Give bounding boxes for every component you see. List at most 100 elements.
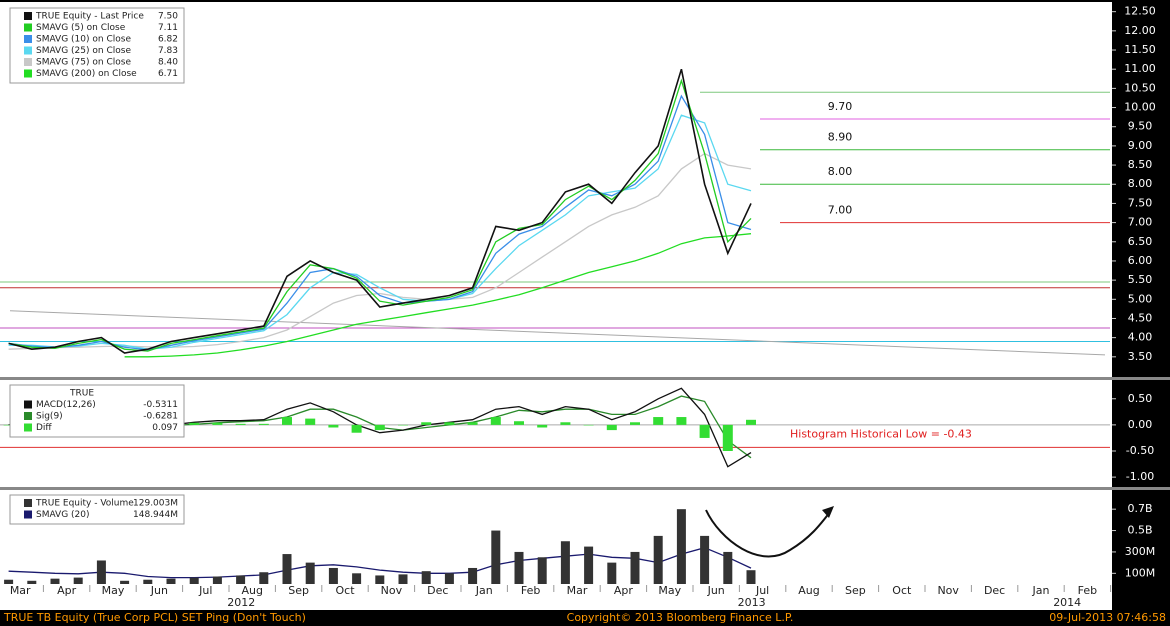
x-tick-label: Apr (57, 584, 77, 597)
legend-swatch (24, 412, 32, 420)
legend-swatch (24, 46, 32, 55)
x-tick-label: Mar (10, 584, 31, 597)
x-tick-label: Nov (937, 584, 959, 597)
bar (282, 417, 292, 425)
y-tick-label: -0.50 (1126, 444, 1154, 457)
bar (27, 580, 37, 584)
legend-name: SMAVG (75) on Close (36, 58, 131, 68)
y-tick-label: 3.50 (1128, 350, 1153, 363)
bar (259, 572, 269, 584)
bar (236, 575, 246, 584)
legend-value: -0.6281 (143, 412, 178, 422)
legend-value: 7.83 (158, 46, 178, 56)
level-label: 9.70 (828, 100, 853, 113)
bar (96, 560, 106, 584)
legend-name: MACD(12,26) (36, 400, 96, 410)
legend-name: SMAVG (25) on Close (36, 46, 131, 56)
level-label: 8.90 (828, 131, 853, 144)
x-tick-label: Jun (150, 584, 168, 597)
x-tick-label: May (658, 584, 681, 597)
x-tick-label: Apr (614, 584, 634, 597)
series-line (8, 68, 752, 354)
x-tick-label: Oct (892, 584, 912, 597)
bar (514, 551, 524, 584)
bar (258, 423, 269, 425)
bar (676, 417, 687, 425)
bar (467, 422, 478, 425)
bar (189, 422, 200, 425)
x-tick-label: Jul (755, 584, 769, 597)
y-tick-label: 6.50 (1128, 235, 1153, 248)
series-line (8, 114, 752, 350)
bar (653, 417, 664, 425)
legend-name: Sig(9) (36, 412, 63, 422)
y-tick-label: 6.00 (1128, 254, 1153, 267)
bar (328, 424, 339, 428)
volume-panel (0, 490, 1112, 585)
x-tick-label: Jan (475, 584, 493, 597)
legend-value: 6.71 (158, 69, 178, 79)
x-tick-label: Jul (198, 584, 212, 597)
price-panel (0, 2, 1112, 377)
level-label: 7.00 (828, 204, 853, 217)
bar (374, 424, 385, 431)
legend-swatch (24, 23, 32, 32)
bar (4, 579, 14, 584)
bar (444, 422, 455, 425)
y-tick-label: 12.00 (1124, 24, 1156, 37)
bar (491, 530, 501, 584)
bar (212, 422, 223, 425)
macd-panel (0, 380, 1112, 487)
bar (282, 554, 292, 584)
annotation-arrow (705, 509, 831, 558)
bar (120, 580, 130, 584)
legend-name: TRUE Equity - Volume (35, 499, 134, 509)
separator (0, 377, 1170, 380)
bar (653, 535, 663, 584)
bar (676, 509, 686, 584)
y-tick-label: 7.50 (1128, 196, 1153, 209)
y-tick-label: 0.50 (1128, 392, 1153, 405)
y-tick-label: 5.50 (1128, 273, 1153, 286)
legend-value: 0.097 (152, 423, 178, 433)
legend-title: TRUE (69, 389, 94, 399)
bar (398, 424, 408, 426)
y-tick-label: 8.50 (1128, 158, 1153, 171)
x-tick-label: Dec (984, 584, 1005, 597)
bar (421, 422, 432, 425)
y-tick-label: 12.50 (1124, 5, 1156, 18)
footer-left: TRUE TB Equity (True Corp PCL) SET Ping … (3, 611, 306, 624)
legend-swatch (24, 69, 32, 78)
y-tick-label: 4.00 (1128, 331, 1153, 344)
bar (699, 424, 710, 438)
bar (328, 567, 338, 584)
bar (514, 421, 524, 425)
bar (537, 557, 547, 584)
y-tick-label: 0.5B (1127, 524, 1152, 537)
x-tick-label: Jun (707, 584, 725, 597)
y-tick-label: 9.50 (1128, 120, 1153, 133)
x-tick-label: Feb (1078, 584, 1097, 597)
legend-swatch (24, 510, 32, 519)
footer-right: 09-Jul-2013 07:46:58 (1049, 611, 1166, 624)
bar (700, 535, 710, 584)
bar (746, 419, 756, 425)
x-tick-label: Aug (241, 584, 262, 597)
legend-swatch (24, 499, 32, 507)
series-line (8, 78, 752, 352)
legend-value: 129.003M (133, 499, 178, 509)
legend-swatch (24, 12, 32, 20)
legend-value: 7.50 (158, 12, 178, 22)
x-axis-band (0, 585, 1112, 610)
bar (444, 573, 454, 584)
bar (212, 576, 222, 584)
series-line (124, 233, 752, 358)
x-tick-label: Oct (335, 584, 355, 597)
separator (0, 487, 1170, 490)
x-tick-label: Sep (288, 584, 309, 597)
year-label: 2014 (1053, 596, 1081, 609)
x-tick-label: May (102, 584, 125, 597)
y-tick-label: 11.50 (1124, 43, 1156, 56)
bar (421, 571, 431, 584)
